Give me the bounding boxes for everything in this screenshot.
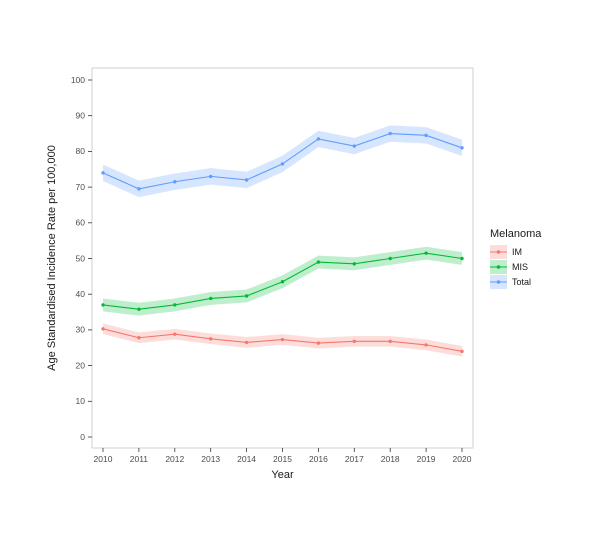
point-total — [424, 133, 428, 138]
point-total — [460, 146, 464, 150]
point-total — [244, 178, 249, 182]
x-tick-label: 2016 — [309, 454, 328, 464]
point-im — [244, 340, 249, 345]
x-tick-label: 2018 — [381, 454, 400, 464]
x-axis-title: Year — [271, 469, 294, 481]
legend-key-point-total — [496, 280, 501, 284]
point-mis — [137, 307, 141, 311]
point-mis — [173, 303, 177, 307]
legend-label-total: Total — [512, 277, 531, 287]
x-tick-label: 2013 — [201, 454, 220, 464]
point-total — [137, 187, 141, 191]
y-tick-label: 40 — [76, 289, 86, 299]
point-mis — [460, 256, 464, 261]
x-tick-label: 2017 — [345, 454, 364, 464]
point-im — [424, 343, 428, 347]
legend-key-point-mis — [496, 265, 501, 269]
point-total — [280, 162, 285, 166]
y-tick-label: 60 — [76, 218, 86, 228]
y-tick-label: 10 — [76, 396, 86, 406]
point-mis — [316, 260, 321, 264]
x-tick-label: 2011 — [130, 454, 149, 464]
point-im — [173, 332, 177, 336]
point-mis — [244, 294, 249, 298]
point-total — [388, 131, 392, 136]
y-tick-label: 20 — [76, 360, 86, 370]
legend-label-mis: MIS — [512, 262, 528, 272]
y-axis-title: Age Standardised Incidence Rate per 100,… — [46, 145, 58, 371]
y-tick-label: 50 — [76, 253, 86, 263]
point-im — [280, 337, 285, 342]
point-im — [137, 336, 141, 340]
point-im — [101, 327, 105, 331]
x-tick-label: 2019 — [417, 454, 436, 464]
point-total — [173, 180, 177, 184]
legend-key-point-im — [496, 250, 501, 254]
point-im — [388, 339, 392, 344]
x-tick-label: 2015 — [273, 454, 292, 464]
legend-label-im: IM — [512, 247, 522, 257]
point-im — [460, 349, 464, 354]
point-total — [316, 137, 321, 141]
point-mis — [352, 262, 356, 266]
y-tick-label: 100 — [71, 75, 85, 85]
point-total — [209, 174, 213, 179]
point-mis — [388, 256, 392, 261]
point-im — [352, 339, 356, 344]
point-mis — [209, 296, 213, 301]
point-mis — [280, 280, 285, 284]
plot-panel — [91, 67, 474, 449]
y-tick-label: 70 — [76, 182, 86, 192]
point-mis — [424, 251, 428, 255]
point-total — [101, 171, 105, 175]
point-mis — [101, 303, 105, 307]
point-im — [316, 341, 321, 345]
x-tick-label: 2012 — [165, 454, 184, 464]
y-tick-label: 90 — [76, 111, 86, 121]
y-tick-label: 30 — [76, 325, 86, 335]
point-im — [209, 337, 213, 341]
legend-title: Melanoma — [490, 228, 542, 240]
point-total — [352, 144, 356, 148]
x-tick-label: 2020 — [453, 454, 472, 464]
y-tick-label: 0 — [80, 432, 85, 442]
x-tick-label: 2010 — [94, 454, 113, 464]
x-tick-label: 2014 — [237, 454, 256, 464]
y-tick-label: 80 — [76, 146, 86, 156]
